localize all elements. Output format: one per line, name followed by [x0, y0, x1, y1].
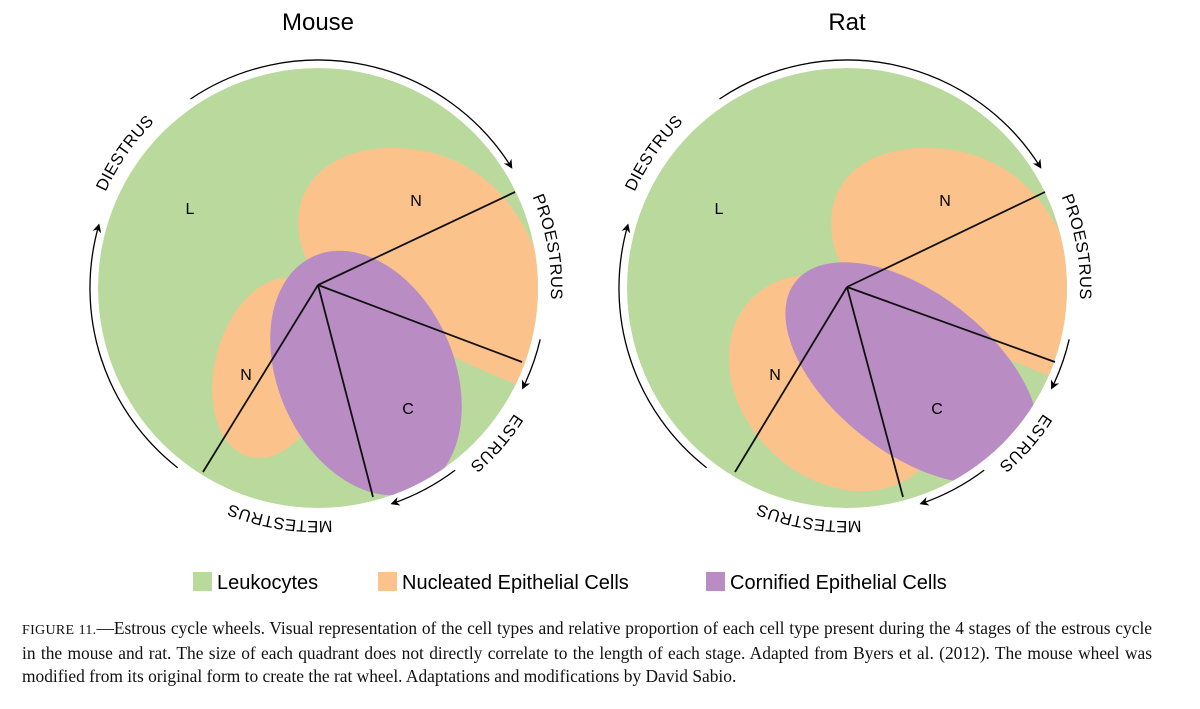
legend-swatch: [706, 572, 725, 591]
stage-divider: [317, 284, 523, 363]
region-label: C: [402, 401, 414, 418]
cycle-arrow: [190, 59, 513, 169]
wheel-body: [627, 68, 1067, 508]
region-label: N: [939, 193, 951, 210]
region-label: N: [240, 367, 252, 384]
cycle-arrow: [390, 469, 456, 506]
legend-swatch: [193, 572, 212, 591]
stage-divider: [317, 191, 516, 286]
cornified-area: [270, 250, 462, 496]
wheel-title: Mouse: [282, 9, 354, 36]
stage-divider: [202, 284, 319, 473]
nucleated-area: [298, 148, 538, 398]
stage-divider: [317, 284, 374, 498]
caption-label: FIGURE 11.: [22, 623, 97, 638]
nucleated-area: [831, 148, 1067, 388]
legend-label: Leukocytes: [217, 572, 318, 594]
wheel-title: Rat: [828, 9, 866, 36]
stage-divider: [734, 286, 848, 473]
legend-label: Cornified Epithelial Cells: [730, 572, 947, 594]
region-label: N: [769, 367, 781, 384]
legend-label: Nucleated Epithelial Cells: [402, 572, 629, 594]
cycle-arrow: [89, 223, 179, 469]
stage-divider: [846, 286, 1056, 363]
caption: FIGURE 11.—Estrous cycle wheels. Visual …: [22, 617, 1152, 688]
cornified-area: [785, 262, 1039, 484]
cycle-arrow: [522, 339, 541, 390]
caption-text: —Estrous cycle wheels. Visual representa…: [22, 618, 1152, 686]
region-label: L: [186, 201, 195, 218]
legend-swatch: [378, 572, 397, 591]
region-label: N: [410, 193, 422, 210]
cycle-arrow: [719, 59, 1042, 169]
cycle-arrow: [1051, 339, 1070, 390]
region-label: L: [715, 201, 724, 218]
stage-divider: [846, 191, 1046, 288]
cycle-arrow: [919, 469, 985, 506]
cycle-arrow: [618, 223, 708, 469]
stage-divider: [846, 286, 904, 498]
region-label: C: [931, 401, 943, 418]
